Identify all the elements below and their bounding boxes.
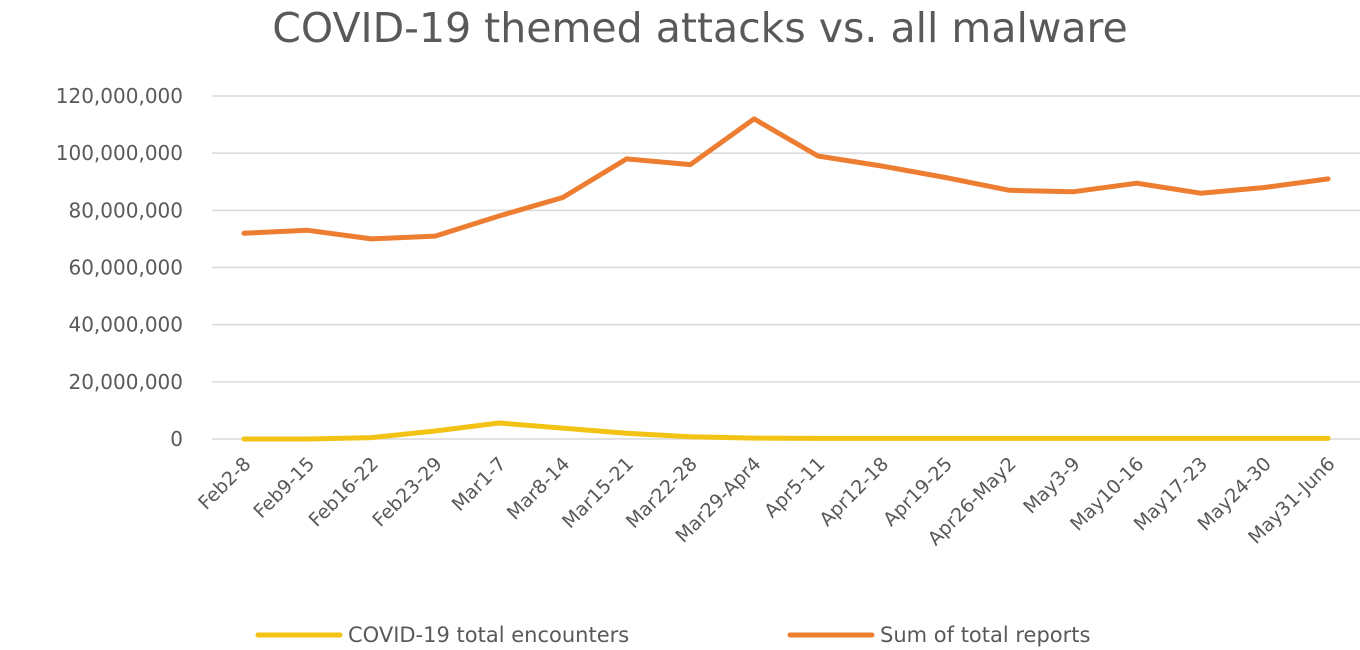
y-tick-label: 120,000,000 [56, 84, 183, 108]
x-tick-label: Mar1-7 [448, 453, 511, 516]
x-tick-label: Feb23-29 [368, 453, 446, 531]
y-tick-label: 0 [170, 427, 183, 451]
chart-title: COVID-19 themed attacks vs. all malware [272, 4, 1128, 52]
series-lines [241, 116, 1331, 442]
legend-label: Sum of total reports [880, 623, 1090, 647]
series-line [241, 420, 1331, 442]
legend-label: COVID-19 total encounters [348, 623, 629, 647]
x-tick-label: May3-9 [1019, 453, 1084, 518]
y-tick-label: 80,000,000 [68, 198, 183, 222]
legend: COVID-19 total encounters Sum of total re… [255, 623, 1090, 647]
y-tick-label: 40,000,000 [68, 313, 183, 337]
y-tick-label: 100,000,000 [56, 141, 183, 165]
y-axis: 0 20,000,000 40,000,000 60,000,000 80,000,00… [56, 84, 183, 451]
x-tick-label: Feb2-8 [194, 453, 255, 514]
x-tick-label: Apr12-18 [815, 453, 893, 531]
y-tick-label: 20,000,000 [68, 370, 183, 394]
gridlines [212, 95, 1360, 440]
y-tick-label: 60,000,000 [68, 256, 183, 280]
series-line [241, 116, 1331, 242]
